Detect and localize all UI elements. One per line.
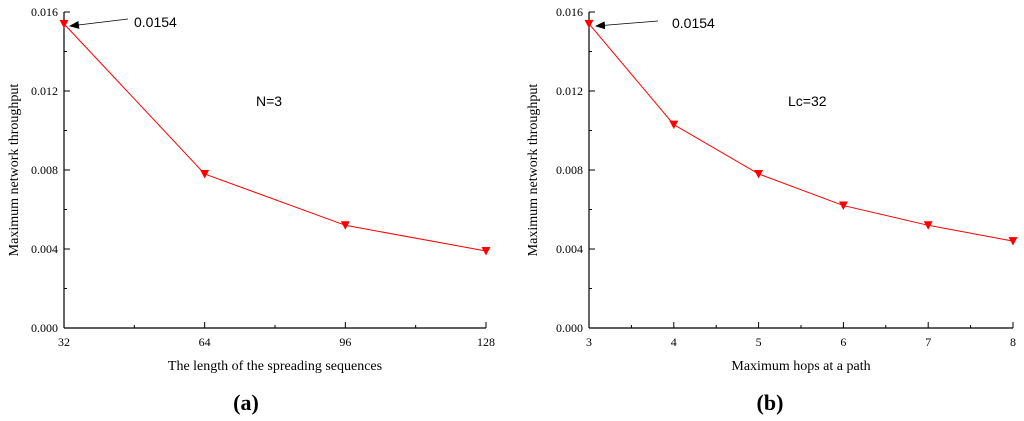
x-tick-label: 96: [339, 335, 351, 349]
panel-label: (a): [233, 390, 259, 415]
data-point: [754, 169, 764, 179]
parameter-note: Lc=32: [788, 93, 827, 109]
x-tick-label: 4: [671, 335, 677, 349]
x-axis-title: Maximum hops at a path: [731, 359, 870, 374]
parameter-note: N=3: [256, 93, 282, 109]
series-line: [588, 23, 1014, 242]
x-tick-label: 7: [925, 335, 931, 349]
y-tick-label: 0.004: [31, 242, 58, 256]
panel-label: (b): [757, 390, 784, 415]
y-tick-label: 0.008: [31, 163, 58, 177]
data-point: [59, 19, 69, 29]
data-point: [1008, 237, 1018, 246]
y-axis-title: Maximum network throughput: [7, 84, 22, 257]
x-tick-label: 3: [586, 335, 592, 349]
y-tick-label: 0.016: [556, 5, 583, 19]
x-tick-label: 6: [840, 335, 846, 349]
data-point: [340, 221, 350, 230]
x-tick-label: 5: [756, 335, 762, 349]
x-tick-label: 8: [1010, 335, 1016, 349]
data-point: [838, 201, 848, 211]
y-tick-label: 0.000: [556, 321, 583, 335]
annotation-arrow: [595, 20, 659, 30]
y-axis-title: Maximum network throughput: [526, 84, 541, 257]
x-tick-label: 128: [477, 335, 495, 349]
y-tick-label: 0.008: [556, 163, 583, 177]
annotation-arrow: [69, 18, 129, 29]
data-point: [584, 19, 594, 29]
series-line: [63, 23, 487, 252]
x-tick-label: 64: [199, 335, 211, 349]
annotation-value: 0.0154: [672, 15, 715, 31]
chart-panel-a: 0.000 0.004 0.008 0.012 0.016 32 64 96 128 Maximu…: [7, 5, 495, 415]
chart-panel-b: 0.000 0.004 0.008 0.012 0.016 3 4 5 6 7 8 Maximum n…: [526, 5, 1018, 415]
data-point: [481, 246, 491, 256]
data-point: [923, 221, 933, 230]
y-tick-label: 0.000: [31, 321, 58, 335]
data-point: [669, 120, 679, 130]
y-tick-label: 0.016: [31, 5, 58, 19]
annotation-value: 0.0154: [134, 14, 177, 30]
y-tick-label: 0.012: [31, 84, 58, 98]
x-tick-label: 32: [58, 335, 70, 349]
data-point: [200, 169, 210, 179]
y-tick-label: 0.012: [556, 84, 583, 98]
x-axis-title: The length of the spreading sequences: [168, 359, 382, 374]
y-tick-label: 0.004: [556, 242, 583, 256]
